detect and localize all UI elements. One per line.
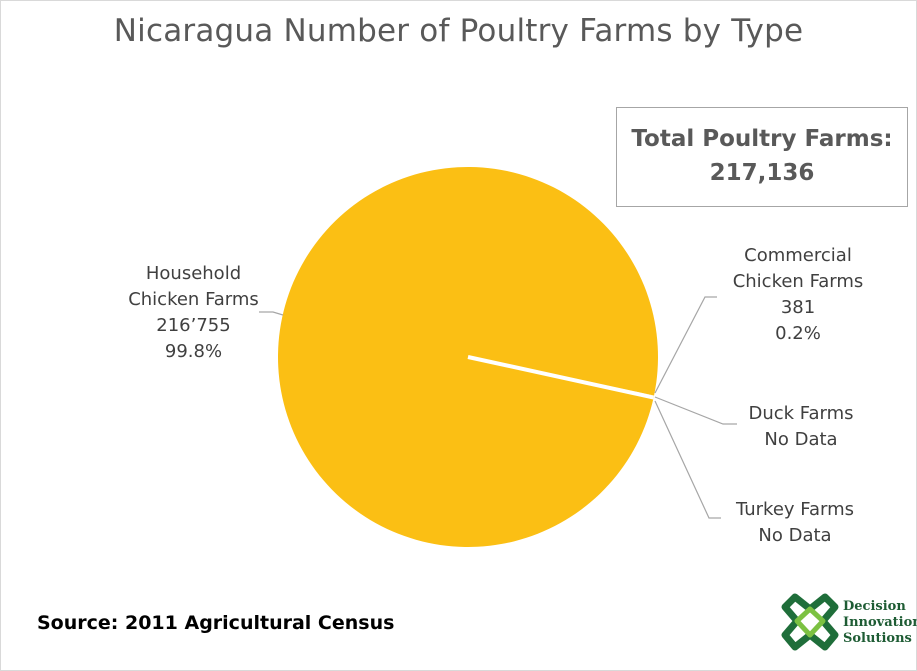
label-turkey-value: No Data (758, 525, 832, 546)
logo-text: Decision Innovation Solutions (843, 599, 917, 647)
logo-knot-icon (781, 593, 839, 651)
total-box: Total Poultry Farms: 217,136 (616, 107, 908, 207)
label-household-percent: 99.8% (164, 341, 223, 362)
label-household: Household Chicken Farms 216’755 99.8% (101, 261, 286, 365)
label-commercial-value: 381 (780, 297, 816, 318)
label-commercial-name-2: Chicken Farms (732, 271, 864, 292)
source-note: Source: 2011 Agricultural Census (37, 612, 395, 634)
label-duck-name: Duck Farms (748, 403, 854, 424)
chart-title: Nicaragua Number of Poultry Farms by Typ… (113, 13, 804, 49)
total-value: 217,136 (709, 160, 815, 186)
label-duck-value: No Data (764, 429, 838, 450)
label-turkey-name: Turkey Farms (735, 499, 855, 520)
label-commercial-percent: 0.2% (775, 323, 821, 344)
leader-line-duck (654, 396, 737, 425)
label-commercial: Commercial Chicken Farms 381 0.2% (713, 243, 883, 347)
leader-line-commercial (654, 296, 717, 394)
total-label: Total Poultry Farms: (631, 126, 893, 152)
label-household-name-1: Household (145, 263, 242, 284)
leader-line-household (259, 311, 284, 316)
label-duck: Duck Farms No Data (731, 401, 871, 453)
leader-line-turkey (654, 400, 721, 519)
logo-line-2: Innovation (843, 615, 917, 630)
logo-line-1: Decision (843, 599, 906, 614)
label-household-name-2: Chicken Farms (128, 289, 259, 310)
label-commercial-name-1: Commercial (744, 245, 852, 266)
logo-line-3: Solutions (843, 631, 912, 646)
label-household-value: 216’755 (156, 315, 231, 336)
label-turkey: Turkey Farms No Data (715, 497, 875, 549)
slice-separator (467, 355, 655, 400)
